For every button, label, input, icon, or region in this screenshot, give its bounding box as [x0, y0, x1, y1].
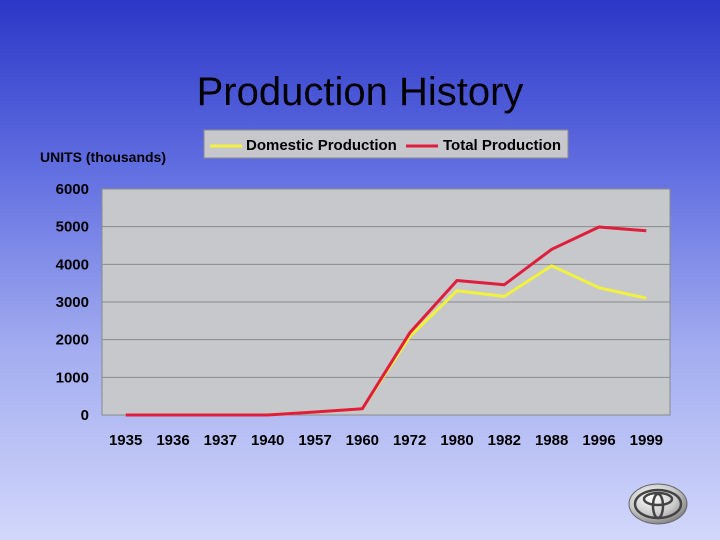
x-tick-label: 1960 — [346, 432, 379, 449]
x-tick-label: 1988 — [535, 432, 568, 449]
y-tick-label: 2000 — [56, 332, 89, 349]
y-tick-label: 6000 — [56, 181, 89, 198]
x-tick-label: 1957 — [298, 432, 331, 449]
x-tick-label: 1940 — [251, 432, 284, 449]
legend-label-domestic: Domestic Production — [246, 137, 397, 154]
x-tick-label: 1972 — [393, 432, 426, 449]
series-lines — [125, 225, 647, 417]
slide-title: Production History — [196, 70, 524, 114]
legend-box — [203, 129, 569, 159]
legend-label-total: Total Production — [443, 137, 561, 154]
toyota-logo-icon — [628, 483, 688, 525]
x-tick-label: 1936 — [156, 432, 189, 449]
y-tick-label: 3000 — [56, 294, 89, 311]
x-tick-label: 1996 — [582, 432, 615, 449]
y-tick-label: 4000 — [56, 256, 89, 273]
grid-lines — [102, 226, 670, 378]
y-axis-label: UNITS (thousands) — [40, 149, 166, 165]
x-tick-label: 1999 — [630, 432, 663, 449]
legend: Domestic Production Total Production — [203, 129, 569, 159]
x-tick-label: 1935 — [109, 432, 142, 449]
y-tick-label: 5000 — [56, 219, 89, 236]
x-tick-label: 1980 — [440, 432, 473, 449]
x-tick-labels: 1935 1936 1937 1940 1957 1960 1972 1980 1982 1988… — [109, 432, 663, 449]
series-line-total — [125, 225, 647, 417]
y-tick-label: 0 — [81, 407, 89, 424]
y-tick-labels: 0 1000 2000 3000 4000 5000 6000 — [56, 181, 89, 424]
y-tick-label: 1000 — [56, 369, 89, 386]
x-tick-label: 1982 — [488, 432, 521, 449]
x-tick-label: 1937 — [204, 432, 237, 449]
